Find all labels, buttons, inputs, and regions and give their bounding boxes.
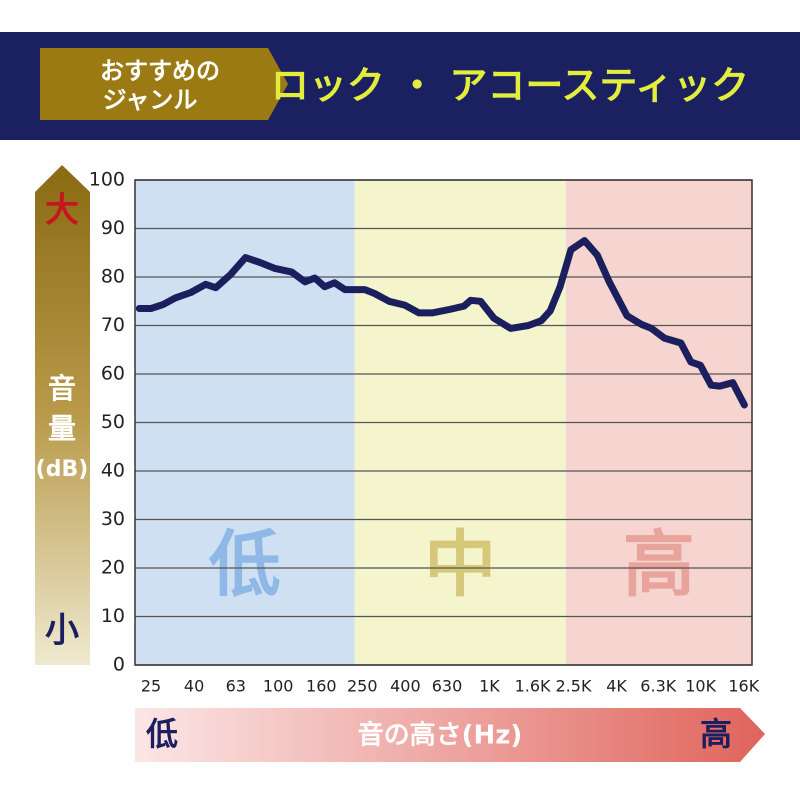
x-low-label: 低 bbox=[146, 715, 178, 753]
x-tick-label: 40 bbox=[184, 677, 204, 696]
x-tick-label: 63 bbox=[226, 677, 246, 696]
y-tick-label: 100 bbox=[89, 169, 125, 191]
y-tick-label: 80 bbox=[101, 266, 125, 288]
y-low-label: 小 bbox=[45, 611, 79, 651]
y-tick-label: 0 bbox=[113, 654, 125, 676]
y-high-label: 大 bbox=[45, 191, 79, 231]
y-axis-label: 音 bbox=[48, 372, 76, 405]
x-tick-label: 1.6K bbox=[515, 677, 551, 696]
x-high-label: 高 bbox=[700, 715, 732, 753]
x-tick-label: 250 bbox=[347, 677, 378, 696]
x-tick-label: 25 bbox=[141, 677, 161, 696]
plot: 低 中 高 0 10 20 30 40 50 60 70 80 90 100 25 40 63 100 160 250… bbox=[89, 169, 760, 696]
badge bbox=[40, 48, 288, 120]
x-tick-label: 2.5K bbox=[556, 677, 592, 696]
x-tick-label: 4K bbox=[606, 677, 627, 696]
y-tick-label: 50 bbox=[101, 411, 125, 433]
y-tick-label: 30 bbox=[101, 508, 125, 530]
x-arrow bbox=[135, 708, 765, 762]
y-tick-label: 70 bbox=[101, 314, 125, 336]
y-tick-label: 10 bbox=[101, 605, 125, 627]
y-tick-label: 90 bbox=[101, 217, 125, 239]
region-label: 高 bbox=[623, 523, 695, 607]
x-tick-label: 100 bbox=[263, 677, 294, 696]
y-axis-unit: (dB) bbox=[36, 457, 89, 482]
y-tick-label: 40 bbox=[101, 460, 125, 482]
x-tick-label: 16K bbox=[728, 677, 759, 696]
y-tick-label: 20 bbox=[101, 557, 125, 579]
x-tick-label: 160 bbox=[306, 677, 337, 696]
data-line bbox=[135, 237, 748, 409]
y-arrow bbox=[35, 165, 90, 665]
x-tick-label: 10K bbox=[685, 677, 716, 696]
x-tick-label: 6.3K bbox=[640, 677, 676, 696]
badge-line: おすすめの bbox=[100, 57, 220, 85]
x-tick-label: 1K bbox=[479, 677, 500, 696]
x-tick-label: 630 bbox=[432, 677, 463, 696]
plot-frame bbox=[134, 179, 753, 666]
region-label: 中 bbox=[424, 523, 496, 607]
region-label: 低 bbox=[209, 523, 281, 607]
x-axis-label: 音の高さ(Hz) bbox=[358, 720, 523, 751]
badge-line: ジャンル bbox=[103, 86, 198, 114]
x-tick-label: 400 bbox=[390, 677, 421, 696]
chart-title: ロック ・ アコースティック bbox=[271, 64, 749, 108]
y-tick-label: 60 bbox=[101, 363, 125, 385]
y-axis-label: 量 bbox=[48, 412, 76, 445]
